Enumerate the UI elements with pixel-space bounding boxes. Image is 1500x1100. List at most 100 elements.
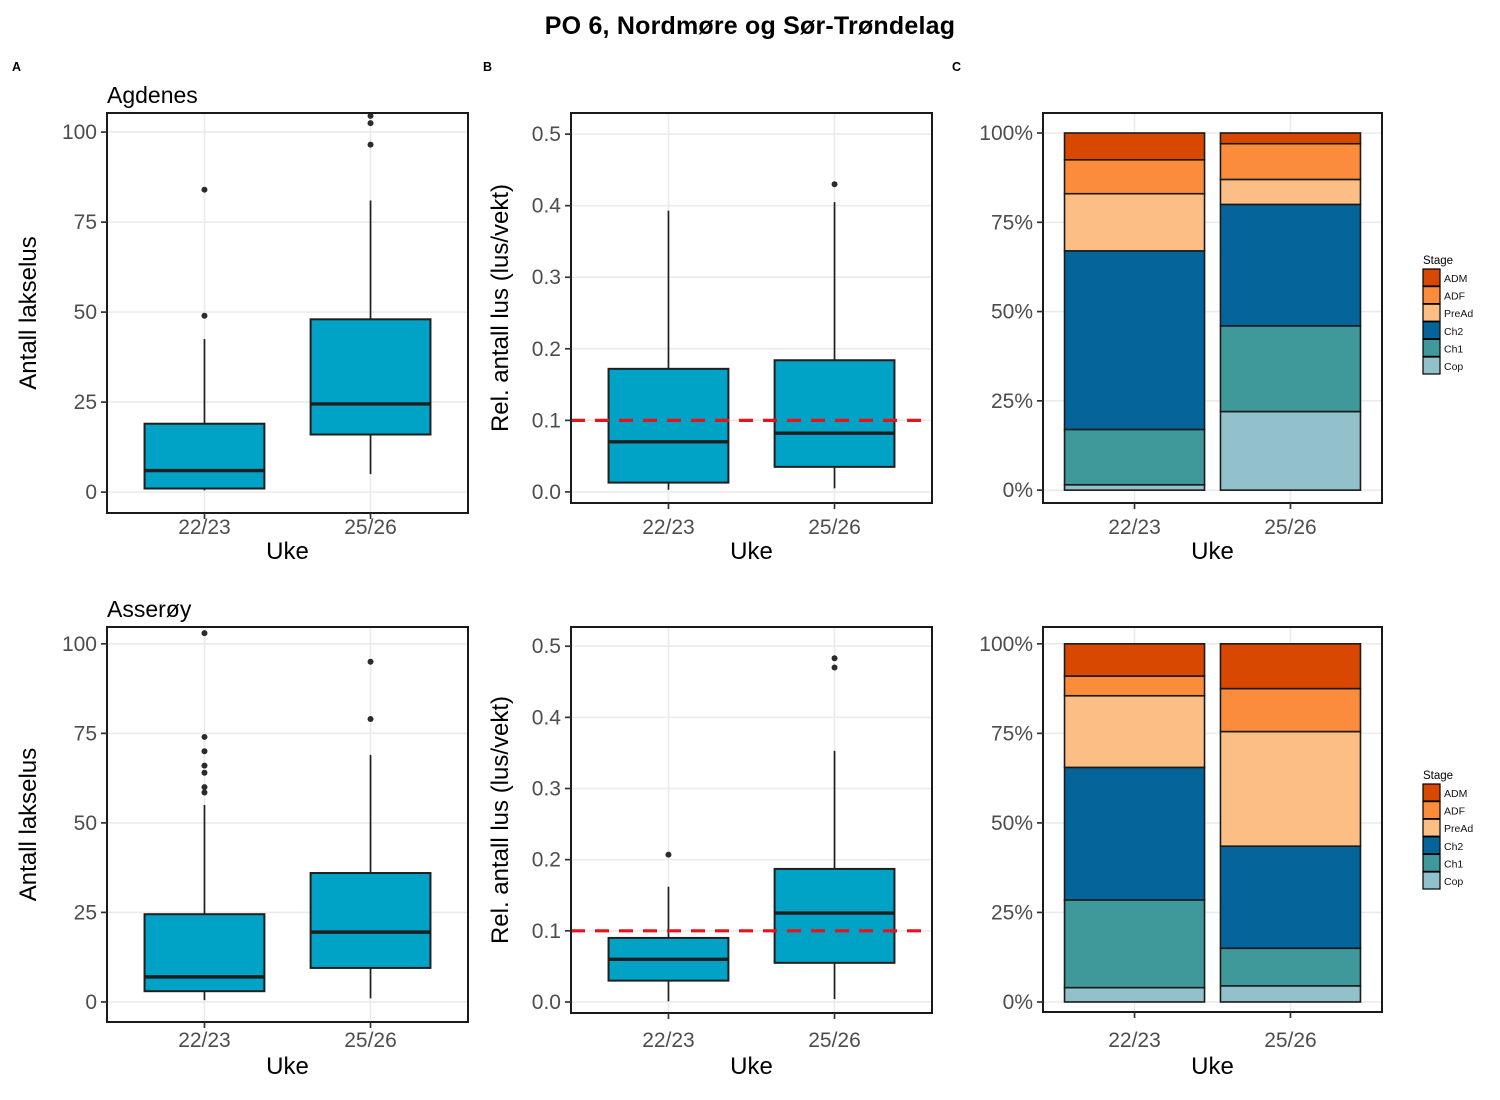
asseroy-stage-fordeling: 0% 25% 50% 75% 100% 22/23 25/26 Uke: [979, 626, 1383, 1080]
box-25/26: [309, 872, 432, 969]
segment-ADM: [1063, 643, 1206, 677]
y-tick-label: 0%: [1003, 991, 1033, 1014]
segment-Cop: [1063, 986, 1206, 1003]
panel-border: [106, 626, 469, 1023]
y-axis-title: Antall lakselus: [15, 236, 42, 389]
legend-title: Stage: [1423, 770, 1453, 782]
legend-label-Cop: Cop: [1444, 361, 1463, 373]
segment-ADF: [1219, 687, 1362, 733]
segment-PreAd: [1063, 694, 1206, 769]
y-tick-label: 0.5: [532, 635, 561, 658]
x-tick-label: 25/26: [1264, 1029, 1317, 1052]
segment-ADM: [1219, 643, 1362, 690]
legend-label-Ch1: Ch1: [1444, 858, 1463, 870]
outlier-point: [201, 312, 208, 319]
outlier-point: [367, 141, 374, 148]
outlier-point: [201, 784, 208, 791]
x-tick-label: 25/26: [808, 1029, 861, 1052]
segment-ADM: [1063, 132, 1206, 161]
segment-ADM: [1219, 132, 1362, 145]
segment-Ch1: [1063, 899, 1206, 989]
legend-key-Ch1: [1422, 853, 1441, 873]
panel-label-b: B: [483, 60, 493, 74]
y-tick-label: 0.1: [532, 920, 561, 943]
y-tick-label: 75: [74, 722, 97, 745]
y-tick-label: 75: [74, 211, 97, 234]
figure-title: PO 6, Nordmøre og Sør-Trøndelag: [544, 12, 956, 40]
y-tick-label: 0: [85, 991, 97, 1014]
box-22/23: [607, 367, 730, 484]
y-tick-label: 50: [74, 812, 97, 835]
y-tick-label: 0.2: [532, 849, 561, 872]
outlier-point: [367, 716, 374, 723]
legend-label-ADM: ADM: [1444, 788, 1467, 800]
x-tick-label: 25/26: [344, 516, 397, 539]
y-tick-label: 75%: [991, 722, 1033, 745]
x-axis-title: Uke: [1191, 1053, 1234, 1080]
legend-key-Cop: [1422, 356, 1441, 375]
x-tick-label: 22/23: [642, 1029, 695, 1052]
legend-label-Ch1: Ch1: [1444, 343, 1463, 355]
legend-label-ADF: ADF: [1444, 806, 1465, 818]
y-tick-label: 100: [62, 121, 97, 144]
x-axis-title: Uke: [1191, 538, 1234, 565]
segment-Ch2: [1063, 250, 1206, 431]
y-tick-label: 0.0: [532, 991, 561, 1014]
y-tick-label: 50%: [991, 812, 1033, 835]
subplot-title: Agdenes: [107, 82, 198, 108]
outlier-point: [201, 630, 208, 637]
segment-ADF: [1219, 142, 1362, 181]
x-tick-label: 22/23: [1108, 516, 1161, 539]
segment-Cop: [1063, 483, 1206, 491]
box-22/23: [143, 422, 266, 490]
outlier-point: [831, 664, 838, 671]
segment-Ch1: [1219, 325, 1362, 413]
segment-Cop: [1219, 410, 1362, 491]
legend-label-Ch2: Ch2: [1444, 326, 1463, 338]
segment-Ch1: [1219, 947, 1362, 987]
y-tick-label: 25%: [991, 390, 1033, 413]
box-25/26: [773, 359, 896, 468]
segment-Cop: [1219, 985, 1362, 1003]
y-tick-label: 0.4: [532, 195, 562, 218]
legend-key-PreAd: [1422, 303, 1441, 322]
outlier-point: [201, 769, 208, 776]
legend-label-ADM: ADM: [1444, 273, 1467, 285]
legend-title: Stage: [1423, 255, 1453, 267]
stage-legend: Stage ADM ADF PreAd Ch2 Ch1 Cop: [1422, 770, 1473, 890]
x-tick-label: 22/23: [178, 1029, 231, 1052]
y-axis-title: Rel. antall lus (lus/vekt): [487, 184, 514, 432]
y-tick-label: 25: [74, 391, 97, 414]
outlier-point: [201, 733, 208, 740]
panel-border: [570, 112, 933, 504]
outlier-point: [367, 112, 374, 119]
x-tick-label: 25/26: [344, 1029, 397, 1052]
legend-label-PreAd: PreAd: [1444, 308, 1473, 320]
segment-ADF: [1063, 675, 1206, 697]
y-tick-label: 0%: [1003, 479, 1033, 502]
outlier-point: [201, 186, 208, 193]
y-tick-label: 0.0: [532, 481, 561, 504]
panel-border: [106, 112, 469, 514]
outlier-point: [201, 748, 208, 755]
panel-border: [1042, 112, 1383, 504]
y-tick-label: 0.1: [532, 409, 561, 432]
y-tick-label: 50: [74, 301, 97, 324]
segment-PreAd: [1219, 730, 1362, 847]
y-tick-label: 75%: [991, 211, 1033, 234]
y-tick-label: 100%: [979, 633, 1033, 656]
outlier-point: [201, 762, 208, 769]
x-tick-label: 22/23: [1108, 1029, 1161, 1052]
subplot-title: Asserøy: [107, 596, 192, 622]
panel-border: [1042, 626, 1383, 1013]
segment-ADF: [1063, 158, 1206, 195]
outlier-point: [831, 655, 838, 662]
outlier-point: [831, 181, 838, 188]
segment-Ch2: [1219, 845, 1362, 950]
segment-Ch2: [1063, 766, 1206, 901]
segment-Ch1: [1063, 428, 1206, 486]
legend-key-ADF: [1422, 286, 1441, 305]
legend-label-Ch2: Ch2: [1444, 841, 1463, 853]
legend-key-Ch1: [1422, 338, 1441, 357]
